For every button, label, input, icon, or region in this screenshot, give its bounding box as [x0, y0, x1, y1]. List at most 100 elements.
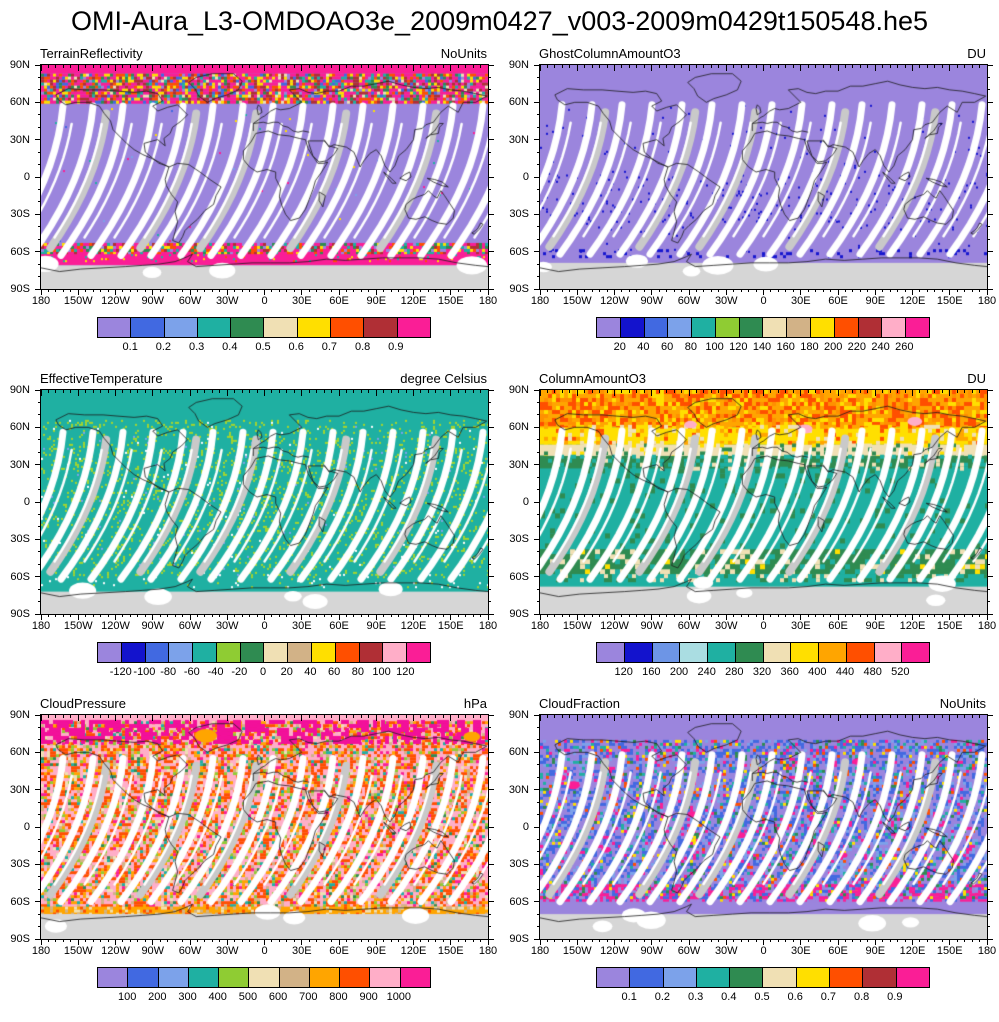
colorbar-cells [596, 967, 930, 988]
longitude-labels: 180 150W 120W 90W 60W 30W 0 30E 60E 90E 120E 150E 18… [531, 620, 996, 634]
lat-tick-label: 90S [509, 933, 529, 945]
lon-tick-label: 120W [600, 945, 629, 957]
lon-tick-label: 180 [478, 295, 498, 307]
colorbar-cell [834, 318, 859, 337]
colorbar-tick-label: 0.4 [721, 991, 737, 1003]
colorbar-tick-label: 180 [800, 341, 819, 353]
lat-tick-label: 30S [509, 208, 529, 221]
lon-tick-label: 90W [141, 295, 165, 307]
colorbar-tick-label: 0.3 [188, 341, 205, 353]
lat-tick-label: 30N [508, 133, 529, 146]
colorbar-tick-label: 0.6 [288, 341, 304, 353]
lon-tick-label: 180 [31, 295, 51, 307]
longitude-labels: 180 150W 120W 90W 60W 30W 0 30E 60E 90E 120E 150E 18… [32, 945, 497, 959]
lon-tick-label: 30W [215, 295, 239, 307]
colorbar: 20 40 60 80 100 120 140 160 180 200 220 240 260 [539, 317, 986, 354]
colorbar-tick-label: 40 [304, 666, 317, 678]
colorbar-tick-label: 120 [396, 666, 415, 678]
colorbar-cell [309, 968, 341, 987]
colorbar-tick-label: 80 [684, 341, 697, 353]
lon-tick-label: 90E [366, 295, 387, 307]
colorbar: 0.1 0.2 0.3 0.4 0.5 0.6 0.7 0.8 0.9 [539, 967, 986, 1004]
lon-tick-label: 120W [101, 620, 130, 632]
colorbar-tick-label: 0.1 [621, 991, 637, 1003]
colorbar-tick-label: 600 [268, 991, 288, 1003]
lon-tick-label: 120W [101, 295, 130, 307]
colorbar-cells [97, 642, 431, 663]
colorbar-tick-label: 1000 [386, 991, 412, 1003]
colorbar-cell [240, 643, 265, 662]
panel-units: DU [967, 371, 986, 386]
lon-tick-label: 60W [677, 945, 701, 957]
lat-tick-label: 90S [10, 933, 30, 945]
colorbar-cell [696, 968, 731, 987]
lat-tick-label: 0 [522, 496, 529, 508]
lon-tick-label: 0 [261, 620, 268, 632]
colorbar-tick-label: 200 [669, 666, 689, 678]
page-title: OMI-Aura_L3-OMDOAO3e_2009m0427_v003-2009… [70, 6, 929, 36]
colorbar-tick-label: 120 [729, 341, 748, 353]
lat-tick-label: 0 [23, 496, 30, 508]
colorbar-cell [763, 318, 788, 337]
colorbar-cell [264, 643, 289, 662]
colorbar-cell [407, 643, 430, 662]
colorbar-tick-label: 140 [752, 341, 772, 353]
colorbar-tick-label: 160 [776, 341, 795, 353]
colorbar-tick-label: 280 [725, 666, 744, 678]
colorbar-cell [787, 318, 812, 337]
lon-tick-label: 120E [400, 295, 427, 307]
colorbar-labels: 120 160 200 240 280 320 360 400 440 480 520 [596, 663, 928, 679]
lat-tick-label: 60N [9, 421, 30, 434]
lon-tick-label: 150W [562, 620, 592, 632]
colorbar-tick-label: 240 [697, 666, 716, 678]
colorbar-cell [197, 318, 232, 337]
colorbar-cell [288, 643, 313, 662]
colorbar-cell [264, 318, 298, 337]
lon-tick-label: 150W [63, 620, 93, 632]
colorbar-cells [97, 317, 431, 338]
lon-tick-label: 30W [215, 945, 239, 957]
lat-tick-label: 0 [522, 821, 529, 833]
colorbar-cell [846, 643, 875, 662]
lon-tick-label: 90E [865, 295, 886, 307]
lon-tick-label: 30W [714, 620, 738, 632]
colorbar-cell [735, 643, 764, 662]
colorbar-cell [874, 643, 903, 662]
lat-tick-label: 30N [508, 783, 529, 796]
lon-tick-label: 60E [828, 620, 848, 632]
lon-tick-label: 90E [366, 945, 387, 957]
lat-tick-label: 30S [509, 858, 529, 871]
colorbar-cell [98, 968, 129, 987]
colorbar-cell [663, 968, 697, 987]
panel-title: ColumnAmountO3 [539, 371, 646, 386]
colorbar-cell [791, 643, 819, 662]
colorbar-tick-label: 360 [780, 666, 799, 678]
colorbar-tick-label: 0.8 [354, 341, 371, 353]
lon-tick-label: 120E [400, 945, 427, 957]
colorbar-cell [708, 643, 736, 662]
colorbar-tick-label: -20 [231, 666, 248, 678]
colorbar-tick-label: 0.9 [887, 991, 903, 1003]
lat-tick-label: 60S [509, 570, 529, 583]
panel-ghost-column-amount-o3: GhostColumnAmountO3 DU 90N 60N 30N 0 30S 60S 9… [499, 45, 998, 370]
lon-tick-label: 30E [291, 620, 312, 632]
lon-tick-label: 180 [977, 945, 997, 957]
colorbar-tick-label: 0.4 [222, 341, 238, 353]
lon-tick-label: 30E [790, 945, 811, 957]
panel-units: hPa [463, 696, 487, 711]
lon-tick-label: 180 [530, 295, 550, 307]
lon-tick-label: 150E [437, 945, 464, 957]
colorbar-labels: 0.1 0.2 0.3 0.4 0.5 0.6 0.7 0.8 0.9 [596, 988, 928, 1004]
lat-tick-label: 60N [508, 421, 529, 434]
colorbar-cell [863, 968, 897, 987]
colorbar-tick-label: 100 [117, 991, 137, 1003]
panel-cloud-fraction: CloudFraction NoUnits 90N 60N 30N 0 30S 60S 90… [499, 695, 998, 1020]
lat-tick-label: 90N [508, 384, 529, 396]
lon-tick-label: 150E [936, 945, 963, 957]
panel-column-amount-o3: ColumnAmountO3 DU 90N 60N 30N 0 30S 60S 90S 18… [499, 370, 998, 695]
colorbar-tick-label: 0.3 [687, 991, 704, 1003]
latitude-labels: 90N 60N 30N 0 30S 60S 90S [500, 59, 534, 295]
colorbar-cell [169, 643, 194, 662]
colorbar-tick-label: 120 [614, 666, 633, 678]
map-frame: 90N 60N 30N 0 30S 60S 90S 180 150W 120W 90W 60W 30W… [509, 384, 996, 632]
